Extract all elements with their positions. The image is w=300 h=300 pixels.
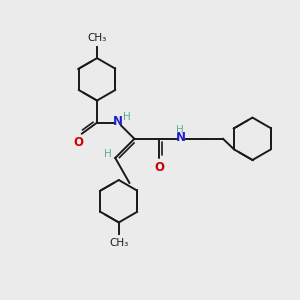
Text: H: H [104,149,112,159]
Text: N: N [113,115,123,128]
Text: H: H [123,112,130,122]
Text: O: O [154,161,164,175]
Text: O: O [73,136,83,149]
Text: CH₃: CH₃ [109,238,128,248]
Text: CH₃: CH₃ [87,33,106,43]
Text: H: H [176,125,184,135]
Text: N: N [176,131,186,144]
